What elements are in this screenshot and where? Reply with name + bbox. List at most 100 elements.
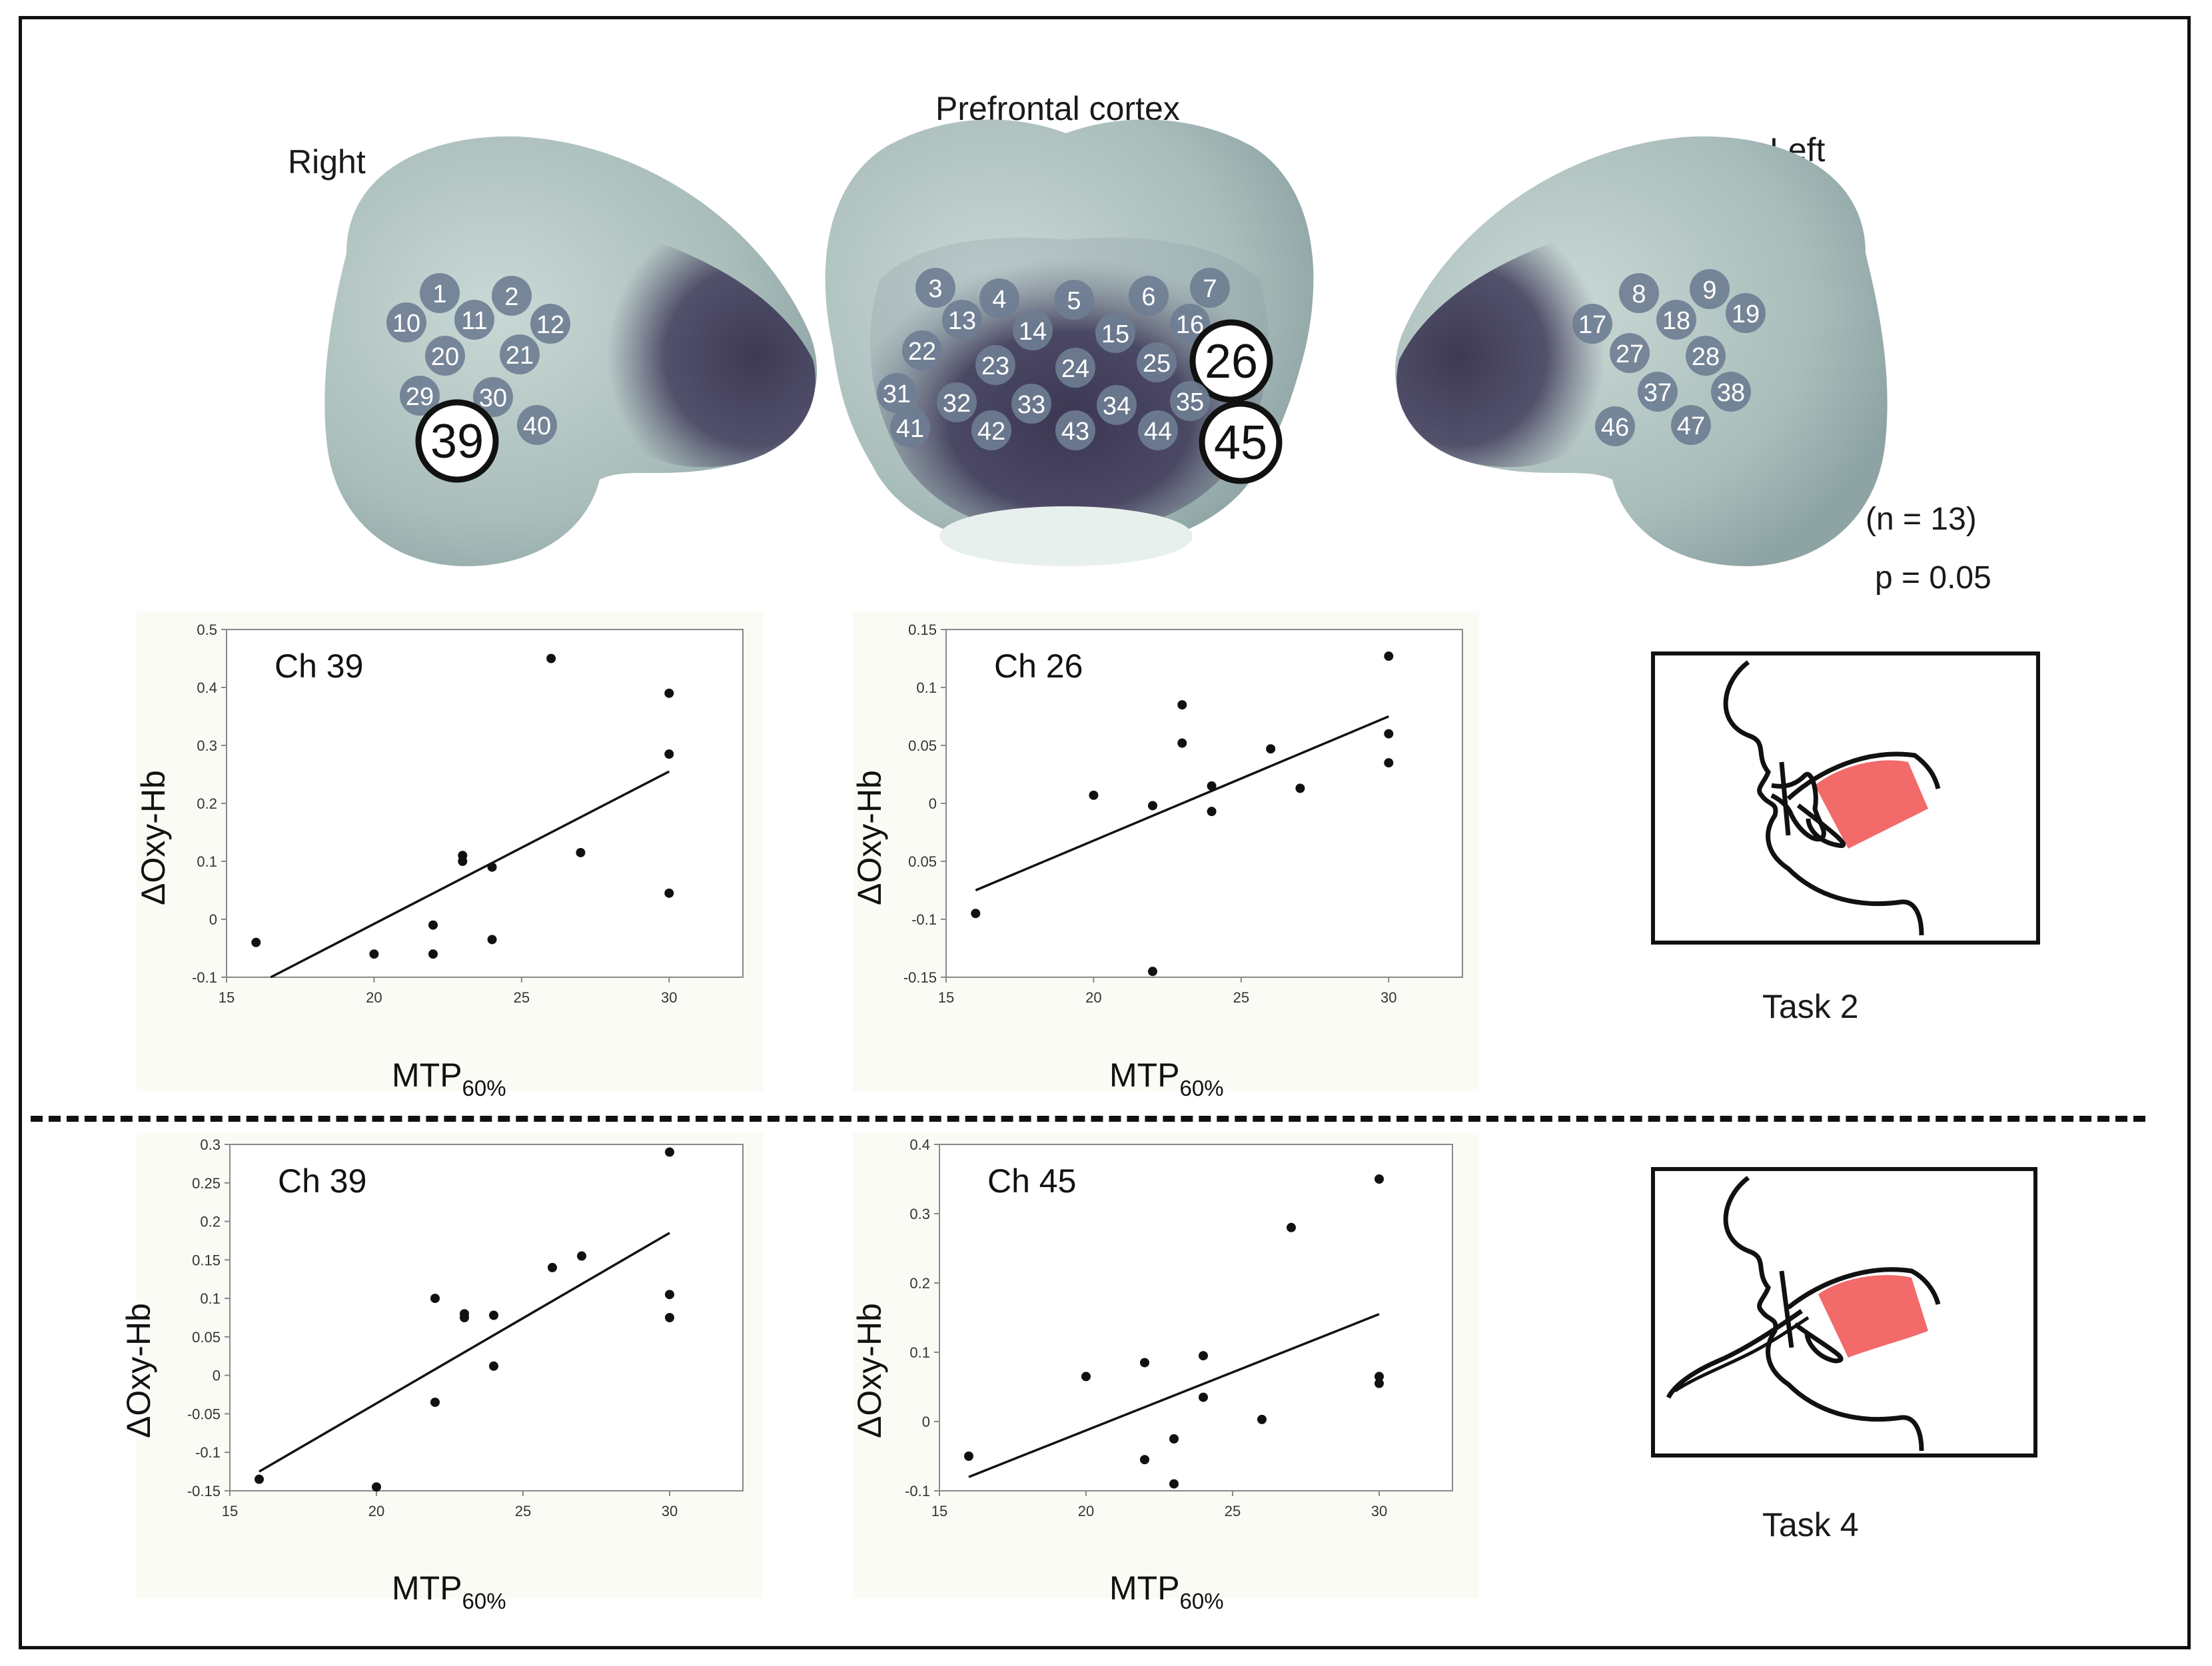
task2-illustration-box	[1651, 651, 2040, 945]
y-tick-label: 0.3	[909, 1206, 930, 1222]
plot-area	[945, 629, 1463, 978]
data-point	[1199, 1392, 1208, 1402]
y-axis-label-3: ΔOxy-Hb	[120, 1303, 157, 1438]
scatter-ch39-task4: -0.15 -0.1 -0.05 0 0.05 0.1 0.15 0.2 0.25 0.3 15 20…	[187, 1136, 744, 1519]
data-point	[665, 1290, 674, 1300]
y-tick-label: 0.1	[909, 1344, 930, 1361]
channel-marker-47	[1671, 405, 1711, 445]
channel-marker-33	[1011, 384, 1051, 424]
channel-label-40: 40	[523, 412, 551, 440]
y-tick-label: -0.1	[905, 1483, 930, 1499]
channel-label-47: 47	[1677, 412, 1705, 440]
x-axis-label-4: MTP60%	[1109, 1569, 1224, 1613]
channel-marker-37	[1638, 372, 1678, 412]
task4-illustration-box	[1651, 1167, 2037, 1458]
x-tick-label: 25	[1233, 989, 1249, 1006]
y-tick-label: 0	[929, 795, 937, 812]
channel-marker-46	[1595, 406, 1635, 446]
x-tick-label: 20	[366, 989, 382, 1006]
x-tick-label: 20	[368, 1503, 384, 1519]
y-tick-label: 0.2	[197, 795, 217, 812]
channel-marker-38	[1711, 372, 1751, 412]
chart-title: Ch 39	[275, 647, 363, 685]
channel-label-35: 35	[1176, 388, 1204, 416]
y-tick-label: 0.05	[192, 1329, 221, 1346]
y-tick-label: 0.05	[908, 737, 937, 754]
channel-label-7: 7	[1203, 275, 1217, 303]
channel-label-23: 23	[981, 352, 1009, 380]
chart-title: Ch 45	[987, 1162, 1076, 1200]
sample-size-label: (n = 13)	[1866, 502, 1977, 537]
data-point	[664, 688, 674, 698]
channel-marker-34	[1097, 385, 1137, 425]
channel-marker-39-highlight	[415, 399, 499, 483]
channel-label-4: 4	[992, 286, 1006, 314]
channel-label-13: 13	[948, 307, 976, 335]
x-tick-label: 20	[1078, 1503, 1094, 1519]
data-point	[1177, 700, 1187, 710]
channel-label-33: 33	[1017, 391, 1045, 419]
channel-label-25: 25	[1143, 350, 1171, 378]
plot-area	[226, 629, 744, 978]
y-tick-label: 0.4	[197, 679, 217, 696]
y-tick-label: 0	[922, 1414, 930, 1430]
y-tick-label: 0.1	[916, 679, 937, 696]
channel-marker-8	[1619, 273, 1659, 313]
channel-label-11: 11	[461, 307, 487, 335]
data-point	[1384, 758, 1394, 768]
channel-marker-27	[1610, 333, 1650, 373]
data-point	[548, 1262, 557, 1272]
channel-label-20: 20	[431, 343, 459, 371]
data-point	[1169, 1479, 1179, 1489]
chart-title: Ch 26	[994, 647, 1083, 685]
y-tick-label: 0.15	[192, 1252, 221, 1268]
scatter-ch39-task2: -0.1 0 0.1 0.2 0.3 0.4 0.5 15 20 25 30 Ch 39	[192, 622, 744, 1006]
channel-label-45: 45	[1214, 416, 1267, 470]
x-tick-label: 15	[219, 989, 235, 1006]
data-point	[1148, 967, 1157, 977]
y-tick-label: -0.1	[195, 1444, 221, 1461]
channel-marker-6	[1129, 276, 1169, 316]
channel-marker-31	[877, 373, 917, 413]
channel-marker-35	[1170, 381, 1210, 421]
data-point	[1384, 651, 1394, 661]
channel-marker-12	[530, 304, 570, 344]
data-point	[1089, 790, 1099, 800]
data-point	[489, 1310, 498, 1320]
channel-label-42: 42	[977, 418, 1005, 446]
channel-label-9: 9	[1702, 276, 1716, 304]
channel-label-26: 26	[1205, 335, 1258, 388]
channel-marker-19	[1726, 293, 1766, 333]
channel-label-12: 12	[536, 311, 564, 339]
channel-label-3: 3	[928, 275, 942, 303]
regression-line	[975, 715, 1389, 892]
x-tick-label: 30	[661, 989, 677, 1006]
plot-area	[939, 1144, 1453, 1491]
y-tick-label: 0.2	[200, 1214, 221, 1230]
scatter-ch45-task4: -0.1 0 0.1 0.2 0.3 0.4 15 20 25 30 Ch 45	[905, 1136, 1453, 1519]
data-point	[576, 847, 586, 857]
y-tick-label: -0.1	[192, 969, 217, 986]
channel-label-37: 37	[1644, 379, 1672, 407]
y-tick-label: 0.2	[909, 1275, 930, 1292]
x-tick-label: 15	[222, 1503, 238, 1519]
regression-line	[270, 770, 670, 979]
channel-label-17: 17	[1578, 311, 1606, 339]
data-point	[1140, 1358, 1149, 1368]
regression-line	[968, 1313, 1380, 1478]
channel-marker-15	[1095, 313, 1135, 353]
data-point	[1375, 1378, 1384, 1388]
y-tick-label: 0	[209, 911, 217, 928]
x-tick-label: 15	[931, 1503, 947, 1519]
chart-title: Ch 39	[278, 1162, 366, 1200]
data-point	[458, 857, 468, 866]
x-axis-label-3: MTP60%	[392, 1569, 506, 1613]
task4-label: Task 4	[1762, 1506, 1859, 1543]
channel-marker-45-highlight	[1199, 400, 1283, 484]
channel-label-5: 5	[1067, 287, 1081, 315]
data-point	[546, 653, 556, 663]
data-point	[430, 1294, 440, 1304]
channel-label-38: 38	[1717, 379, 1745, 407]
y-tick-label: 0.15	[908, 622, 937, 638]
data-point	[428, 949, 438, 959]
